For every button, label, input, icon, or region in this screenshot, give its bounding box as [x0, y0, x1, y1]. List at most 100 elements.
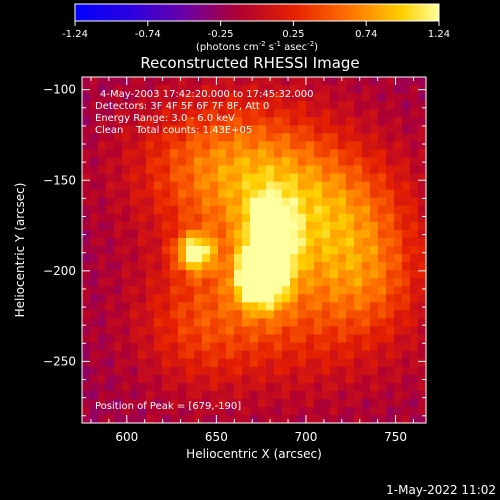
heatmap-cell	[90, 278, 99, 287]
heatmap-cell	[218, 350, 227, 360]
heatmap-cell	[210, 101, 219, 110]
heatmap-cell	[98, 302, 107, 311]
heatmap-cell	[138, 294, 147, 303]
heatmap-cell	[218, 390, 227, 400]
heatmap-cell	[226, 197, 235, 207]
heatmap-cell	[106, 406, 115, 416]
heatmap-cell	[90, 181, 99, 191]
heatmap-cell	[138, 237, 147, 247]
heatmap-cell	[322, 294, 331, 303]
heatmap-cell	[258, 93, 267, 102]
heatmap-cell	[330, 229, 339, 239]
heatmap-cell	[242, 205, 251, 215]
heatmap-cell	[346, 245, 355, 255]
heatmap-cell	[418, 358, 427, 368]
heatmap-cell	[242, 157, 251, 167]
heatmap-cell	[234, 270, 243, 279]
heatmap-cell	[298, 310, 307, 319]
heatmap-cell	[418, 221, 427, 231]
heatmap-cell	[82, 109, 91, 118]
heatmap-cell	[146, 125, 155, 134]
heatmap-cell	[410, 382, 419, 392]
heatmap-cell	[378, 302, 387, 311]
heatmap-cell	[346, 374, 355, 384]
heatmap-cell	[162, 350, 171, 360]
heatmap-cell	[330, 165, 339, 175]
heatmap-cell	[274, 85, 283, 94]
heatmap-cell	[362, 173, 371, 183]
heatmap-cell	[306, 101, 315, 110]
heatmap-cell	[282, 141, 291, 151]
heatmap-cell	[322, 358, 331, 368]
heatmap-cell	[370, 374, 379, 384]
heatmap-cell	[330, 181, 339, 191]
heatmap-cell	[90, 302, 99, 311]
heatmap-cell	[82, 326, 91, 336]
heatmap-cell	[402, 77, 411, 86]
heatmap-cell	[314, 181, 323, 191]
heatmap-cell	[258, 101, 267, 110]
heatmap-cell	[170, 165, 179, 175]
heatmap-cell	[242, 342, 251, 352]
heatmap-cell	[178, 414, 187, 424]
heatmap-cell	[346, 133, 355, 142]
heatmap-cell	[362, 318, 371, 328]
heatmap-cell	[354, 270, 363, 279]
heatmap-cell	[298, 181, 307, 191]
heatmap-cell	[418, 149, 427, 159]
heatmap-cell	[266, 310, 275, 319]
heatmap-cell	[242, 245, 251, 255]
heatmap-cell	[82, 189, 91, 199]
heatmap-cell	[178, 278, 187, 287]
heatmap-cell	[90, 398, 99, 408]
heatmap-cell	[186, 278, 195, 287]
heatmap-cell	[250, 262, 259, 271]
heatmap-cell	[194, 237, 203, 247]
heatmap-cell	[410, 406, 419, 416]
heatmap-cell	[354, 237, 363, 247]
heatmap-cell	[130, 334, 139, 344]
heatmap-cell	[410, 414, 419, 424]
heatmap-cell	[114, 270, 123, 279]
heatmap-cell	[122, 189, 131, 199]
heatmap-cell	[242, 270, 251, 279]
heatmap-cell	[122, 85, 131, 94]
heatmap-cell	[394, 197, 403, 207]
heatmap-cell	[394, 358, 403, 368]
heatmap-cell	[290, 302, 299, 311]
heatmap-cell	[290, 326, 299, 336]
heatmap-cell	[210, 294, 219, 303]
heatmap-cell	[314, 406, 323, 416]
heatmap-cell	[386, 318, 395, 328]
heatmap-cell	[322, 237, 331, 247]
heatmap-cell	[90, 229, 99, 239]
heatmap-cell	[114, 334, 123, 344]
heatmap-cell	[354, 342, 363, 352]
heatmap-cell	[354, 197, 363, 207]
heatmap-cell	[410, 254, 419, 263]
heatmap-cell	[362, 326, 371, 336]
heatmap-cell	[122, 262, 131, 271]
heatmap-cell	[138, 165, 147, 175]
heatmap-cell	[330, 414, 339, 424]
heatmap-cell	[330, 101, 339, 110]
heatmap-cell	[194, 165, 203, 175]
heatmap-cell	[186, 350, 195, 360]
heatmap-cell	[234, 125, 243, 134]
heatmap-cell	[282, 278, 291, 287]
heatmap-cell	[154, 302, 163, 311]
heatmap-cell	[290, 141, 299, 151]
heatmap-cell	[274, 390, 283, 400]
heatmap-cell	[362, 245, 371, 255]
heatmap-cell	[250, 205, 259, 215]
heatmap-cell	[306, 229, 315, 239]
heatmap-cell	[274, 278, 283, 287]
heatmap-cell	[258, 310, 267, 319]
heatmap-cell	[274, 157, 283, 167]
heatmap-cell	[258, 270, 267, 279]
heatmap-cell	[226, 318, 235, 328]
heatmap-cell	[138, 342, 147, 352]
heatmap-cell	[178, 294, 187, 303]
heatmap-cell	[362, 286, 371, 295]
